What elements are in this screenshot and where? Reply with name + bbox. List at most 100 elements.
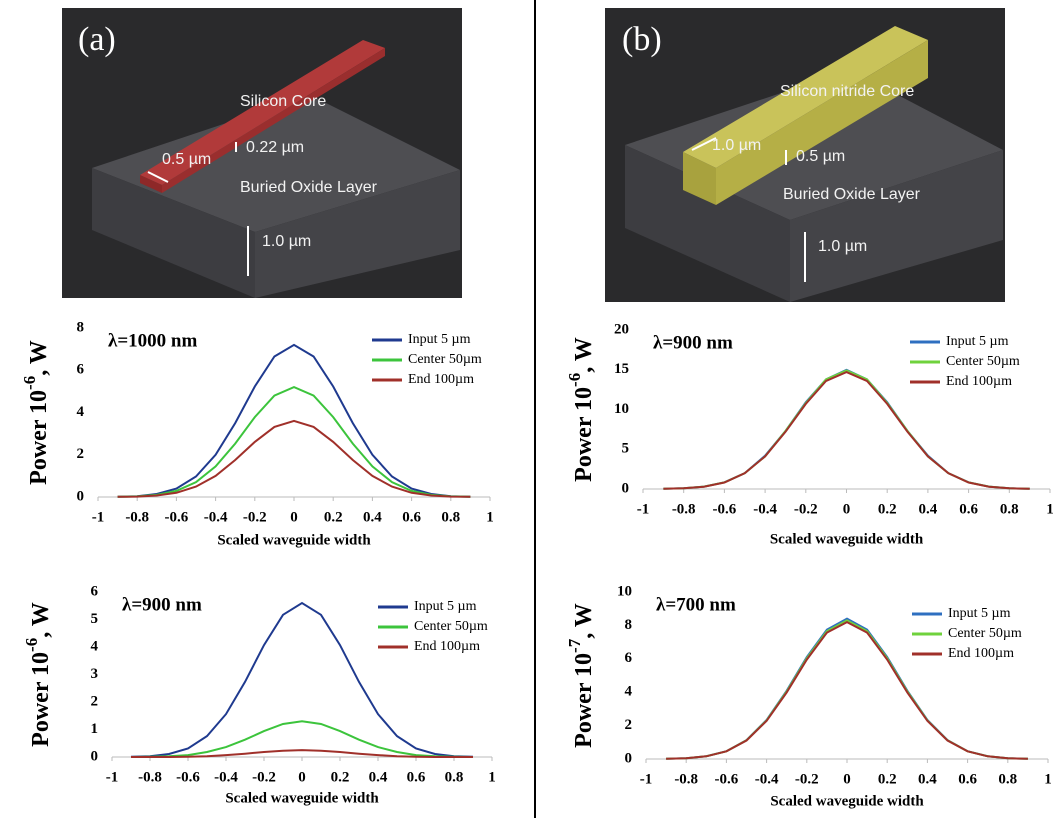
- annotation: λ=700 nm: [656, 594, 736, 615]
- line-series: [663, 371, 1030, 490]
- x-tick-label: 0: [843, 771, 851, 787]
- legend-label: Center 50µm: [946, 354, 1020, 369]
- legend-label: Input 5 µm: [408, 332, 471, 347]
- x-tick-label: -0.8: [674, 771, 698, 787]
- x-tick-label: 0.6: [402, 509, 421, 525]
- y-tick-label: 2: [91, 693, 99, 709]
- y-tick-label: 2: [77, 446, 85, 462]
- x-tick-label: 0.2: [324, 509, 343, 525]
- y-axis-label: Power 10-6, W: [20, 340, 52, 485]
- x-tick-label: -1: [640, 771, 653, 787]
- y-tick-label: 1: [91, 721, 99, 737]
- chart: 0 2 4 6 8 -1 -0.8 -0.6 -0.4 -0.2 0 0.2 0.4 0.6 0.8 1 Sca…: [20, 319, 494, 548]
- x-tick-label: -1: [106, 769, 119, 785]
- x-tick-label: 0: [843, 501, 851, 517]
- y-tick-label: 5: [622, 441, 630, 457]
- x-tick-label: 0: [290, 509, 298, 525]
- x-tick-label: 0.8: [1000, 501, 1019, 517]
- box-side: [790, 150, 1003, 302]
- y-label-text: Power 10: [571, 387, 597, 482]
- x-tick-label: -0.2: [243, 509, 267, 525]
- y-tick-label: 0: [91, 748, 99, 764]
- y-tick-label: 8: [77, 319, 85, 335]
- line-series: [117, 343, 471, 498]
- panel-label: (a): [78, 21, 116, 58]
- dimension: 0.5 µm: [162, 151, 211, 168]
- annotation: λ=1000 nm: [108, 330, 197, 351]
- y-tick-label: 20: [614, 321, 629, 337]
- x-axis-label: Scaled waveguide width: [770, 793, 924, 809]
- y-label-exponent: -6: [22, 638, 41, 652]
- x-tick-label: -0.8: [138, 769, 162, 785]
- y-label-exponent: -6: [20, 376, 39, 390]
- core-front: [683, 152, 716, 205]
- core-label: Silicon nitride Core: [780, 83, 914, 100]
- y-tick-label: 6: [77, 362, 85, 378]
- line-series: [130, 720, 474, 758]
- x-axis-label: Scaled waveguide width: [225, 790, 379, 806]
- box-front: [625, 145, 790, 302]
- legend-label: End 100µm: [414, 639, 480, 654]
- diagram-b: (b) Silicon nitride Core 1.0 µm 0.5 µm B…: [605, 8, 1005, 302]
- x-tick-label: -0.6: [176, 769, 200, 785]
- x-tick-label: 0.6: [407, 769, 426, 785]
- x-tick-label: 0: [298, 769, 306, 785]
- x-tick-label: -0.6: [713, 501, 737, 517]
- x-tick-label: 1: [488, 769, 496, 785]
- layer-label: Buried Oxide Layer: [783, 186, 921, 203]
- dimension: 0.5 µm: [796, 148, 845, 165]
- y-label-unit: , W: [571, 337, 597, 373]
- x-tick-label: 0.6: [958, 771, 977, 787]
- x-tick-label: 0.2: [331, 769, 350, 785]
- x-tick-label: -1: [92, 509, 105, 525]
- y-label-exponent: -6: [565, 373, 584, 387]
- x-tick-label: -1: [637, 501, 650, 517]
- box-side: [255, 170, 460, 298]
- x-tick-label: -0.6: [715, 771, 739, 787]
- line-series: [117, 386, 471, 498]
- y-tick-label: 2: [625, 717, 633, 733]
- legend-label: Center 50µm: [408, 352, 482, 367]
- y-axis-label: Power 10-7, W: [565, 603, 597, 748]
- legend-label: Center 50µm: [948, 626, 1022, 641]
- line-series: [117, 419, 471, 498]
- legend-label: End 100µm: [946, 374, 1012, 389]
- core-front: [140, 175, 162, 193]
- dimension: 1.0 µm: [262, 233, 311, 250]
- x-tick-label: -0.2: [252, 769, 276, 785]
- y-tick-label: 0: [77, 488, 85, 504]
- y-tick-label: 4: [625, 684, 633, 700]
- y-tick-label: 6: [91, 583, 99, 599]
- x-tick-label: -0.2: [794, 501, 818, 517]
- arrow: [147, 171, 169, 183]
- dimension: 1.0 µm: [818, 238, 867, 255]
- x-tick-label: -0.8: [125, 509, 149, 525]
- x-tick-label: -0.2: [795, 771, 819, 787]
- y-tick-label: 6: [625, 650, 633, 666]
- core-side: [716, 40, 928, 205]
- x-tick-label: 0.4: [919, 501, 938, 517]
- annotation: λ=900 nm: [653, 332, 733, 353]
- x-axis-label: Scaled waveguide width: [770, 531, 924, 547]
- y-tick-label: 10: [617, 583, 632, 599]
- x-tick-label: -0.4: [753, 501, 777, 517]
- x-tick-label: -0.4: [204, 509, 228, 525]
- x-tick-label: 1: [1044, 771, 1052, 787]
- box-top: [92, 95, 460, 232]
- dimension: 0.22 µm: [246, 139, 304, 156]
- y-label-text: Power 10: [571, 653, 597, 748]
- annotation: λ=900 nm: [122, 594, 202, 615]
- core-top: [140, 40, 385, 185]
- y-axis-label: Power 10-6, W: [565, 337, 597, 482]
- line-series: [666, 620, 1028, 760]
- y-tick-label: 8: [625, 617, 633, 633]
- y-tick-label: 5: [91, 611, 99, 627]
- core-label: Silicon Core: [240, 93, 326, 110]
- y-tick-label: 0: [622, 480, 630, 496]
- dimension: 1.0 µm: [712, 137, 761, 154]
- y-axis-label: Power 10-6, W: [22, 602, 54, 747]
- y-tick-label: 10: [614, 401, 629, 417]
- y-label-unit: , W: [26, 340, 52, 376]
- legend-label: Input 5 µm: [946, 334, 1009, 349]
- x-tick-label: 0.8: [998, 771, 1017, 787]
